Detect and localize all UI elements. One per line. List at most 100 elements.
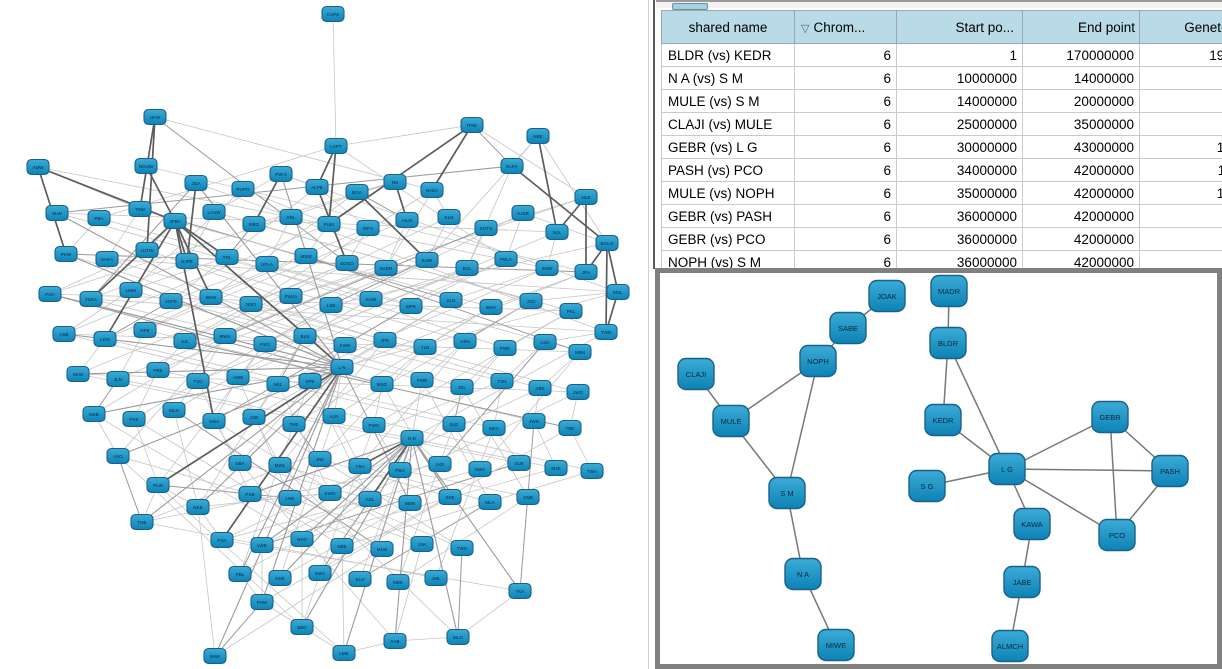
- network-node[interactable]: TKE: [282, 415, 306, 433]
- network-node[interactable]: MBN: [568, 343, 592, 361]
- network-node[interactable]: NWK: [203, 647, 227, 665]
- network-node[interactable]: NN: [383, 173, 407, 191]
- network-node[interactable]: TNE: [130, 513, 154, 531]
- network-node[interactable]: JPE: [373, 331, 397, 349]
- table-cell[interactable]: 192.0: [1139, 43, 1222, 67]
- table-cell[interactable]: 6: [794, 158, 897, 182]
- network-node[interactable]: MSW: [294, 247, 318, 265]
- table-row[interactable]: PASH (vs) PCO6340000004200000011.4: [661, 158, 1222, 182]
- subnetwork-node-MULE[interactable]: MULE: [712, 404, 750, 438]
- network-node[interactable]: CAPS: [321, 5, 345, 23]
- subnetwork-node-PCO[interactable]: PCO: [1098, 518, 1136, 552]
- table-row[interactable]: GEBR (vs) L G6300000004300000016.9: [661, 135, 1222, 159]
- network-node[interactable]: ALN: [322, 407, 346, 425]
- network-node[interactable]: BWA: [479, 298, 503, 316]
- table-cell[interactable]: 170000000: [1022, 43, 1140, 67]
- network-node[interactable]: LMW: [119, 281, 143, 299]
- network-node[interactable]: NPE: [133, 321, 157, 339]
- network-node[interactable]: PELA: [494, 250, 518, 268]
- table-cell[interactable]: MULE (vs) NOPH: [661, 181, 795, 205]
- network-node[interactable]: RUPO: [231, 180, 255, 198]
- panel-divider[interactable]: [653, 0, 655, 269]
- table-cell[interactable]: 1: [896, 43, 1023, 67]
- table-cell[interactable]: 34000000: [896, 158, 1023, 182]
- table-cell[interactable]: 6: [794, 204, 897, 228]
- network-node[interactable]: SKW: [66, 365, 90, 383]
- network-node[interactable]: PWB: [410, 371, 434, 389]
- table-cell[interactable]: 6: [794, 43, 897, 67]
- table-cell[interactable]: CLAJI (vs) MULE: [661, 112, 795, 136]
- network-node[interactable]: MKA: [482, 419, 506, 437]
- network-node[interactable]: NWA: [468, 460, 492, 478]
- network-node[interactable]: PW 3: [269, 165, 293, 183]
- network-node[interactable]: PBL: [228, 565, 252, 583]
- network-node[interactable]: ASL: [358, 490, 382, 508]
- subnetwork-node-GEBR[interactable]: GEBR: [1091, 400, 1129, 434]
- network-node[interactable]: NSE: [268, 569, 292, 587]
- subnetwork-node-KEDR[interactable]: KEDR: [924, 403, 962, 437]
- network-node[interactable]: SNW: [535, 259, 559, 277]
- table-cell[interactable]: 6: [794, 89, 897, 113]
- network-node[interactable]: JWL: [424, 569, 448, 587]
- edge-attribute-table[interactable]: shared name ▽ Chrom... Start po... End point…: [661, 10, 1222, 274]
- network-node[interactable]: JAK: [410, 535, 434, 553]
- table-cell[interactable]: 8.4: [1139, 227, 1222, 251]
- subnetwork-node-NOPH[interactable]: NOPH: [799, 344, 837, 378]
- network-node[interactable]: ALPE: [305, 178, 329, 196]
- network-node[interactable]: KAW: [359, 290, 383, 308]
- network-node[interactable]: AWB: [226, 368, 250, 386]
- network-node[interactable]: MBO: [242, 215, 266, 233]
- network-node[interactable]: NADR: [374, 259, 398, 277]
- table-cell[interactable]: 7.5: [1139, 89, 1222, 113]
- subnetwork-node-BLDR[interactable]: BLDR: [929, 326, 967, 360]
- network-node[interactable]: SBO: [290, 618, 314, 636]
- column-header-0[interactable]: shared name: [661, 10, 795, 44]
- network-node[interactable]: SBE: [330, 537, 354, 555]
- network-node[interactable]: TBE: [558, 419, 582, 437]
- network-node[interactable]: LWO: [566, 383, 590, 401]
- table-cell[interactable]: 35000000: [896, 181, 1023, 205]
- network-node[interactable]: MSL: [606, 283, 630, 301]
- network-node[interactable]: PKE: [122, 410, 146, 428]
- network-node[interactable]: BGA: [345, 183, 369, 201]
- network-node[interactable]: ASN: [453, 332, 477, 350]
- network-node[interactable]: BLN: [293, 327, 317, 345]
- network-node[interactable]: SJL: [173, 332, 197, 350]
- table-cell[interactable]: 30000000: [896, 135, 1023, 159]
- network-node[interactable]: MPE: [399, 297, 423, 315]
- network-node[interactable]: AMW: [26, 158, 50, 176]
- network-node[interactable]: TWN: [594, 323, 618, 341]
- network-node[interactable]: ASB: [52, 325, 76, 343]
- network-node[interactable]: ELPA: [500, 157, 524, 175]
- network-node[interactable]: LNE: [278, 489, 302, 507]
- subnetwork-edge[interactable]: [1109, 416, 1118, 536]
- network-node[interactable]: PSO: [253, 335, 277, 353]
- table-cell[interactable]: 10000000: [896, 66, 1023, 90]
- subnetwork-edge[interactable]: [786, 360, 819, 494]
- network-node[interactable]: KSW: [333, 336, 357, 354]
- subnetwork-node-MADR[interactable]: MADR: [930, 274, 968, 308]
- network-node[interactable]: KUW: [415, 251, 439, 269]
- network-node[interactable]: MLO: [446, 628, 470, 646]
- network-node[interactable]: MWA: [213, 327, 237, 345]
- subnetwork-node-SABE[interactable]: SABE: [829, 311, 867, 345]
- subnetwork-node-S M[interactable]: S M: [768, 476, 806, 510]
- subnetwork-edge[interactable]: [947, 342, 1008, 470]
- table-cell[interactable]: 16.9: [1139, 135, 1222, 159]
- subnetwork-node-PASH[interactable]: PASH: [1151, 454, 1189, 488]
- network-node[interactable]: NBE: [526, 127, 550, 145]
- network-node[interactable]: SLW: [45, 204, 69, 222]
- table-row[interactable]: N A (vs) S M610000000140000006.6: [661, 66, 1222, 90]
- table-cell[interactable]: 6: [794, 181, 897, 205]
- table-header-row[interactable]: shared name ▽ Chrom... Start po... End point…: [661, 10, 1222, 44]
- network-node[interactable]: PKW: [54, 245, 78, 263]
- network-node[interactable]: WFS: [356, 219, 380, 237]
- main-network-view[interactable]: CAPS UFW ITSE NBE ELPA LAPT AMW NGUW PW 3 NN JGA RU…: [0, 0, 648, 669]
- table-cell[interactable]: 35000000: [1022, 112, 1140, 136]
- network-node[interactable]: KWO: [318, 484, 342, 502]
- network-node[interactable]: NADA: [420, 181, 444, 199]
- network-node[interactable]: JSO: [519, 292, 543, 310]
- network-node[interactable]: MWL: [268, 456, 292, 474]
